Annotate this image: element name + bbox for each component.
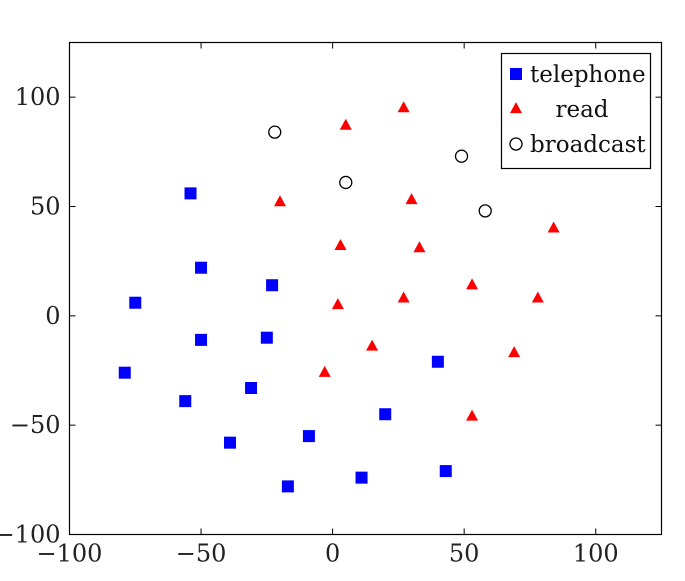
telephone-point (439, 465, 452, 478)
legend-label-broadcast: broadcast (530, 132, 646, 158)
read-point (366, 339, 379, 351)
read-point (508, 346, 521, 358)
y-tick-label: −100 (0, 521, 61, 549)
read-point (318, 365, 331, 377)
plot-area: −100 −50 0 50 100 −100 −50 0 50 100 (0, 41, 663, 568)
read-point (273, 195, 286, 207)
telephone-point (223, 436, 236, 449)
data-points (118, 101, 560, 493)
read-point (405, 193, 418, 205)
y-tick-label: 0 (45, 302, 60, 330)
x-tick-label: −100 (37, 540, 103, 568)
read-point (466, 409, 479, 421)
telephone-point (266, 279, 279, 292)
read-point (339, 118, 352, 130)
legend-marker-read (510, 102, 522, 114)
series-telephone (118, 187, 452, 493)
x-tick-label: −50 (176, 540, 227, 568)
legend: telephone read broadcast (500, 52, 652, 170)
legend-item-broadcast: broadcast (509, 132, 646, 158)
legend-label-read: read (555, 97, 608, 123)
read-point (331, 298, 344, 310)
telephone-point (355, 471, 368, 484)
telephone-point (129, 296, 142, 309)
y-tick-label: 100 (15, 83, 61, 111)
telephone-point (179, 395, 192, 408)
telephone-point (281, 480, 294, 493)
read-point (547, 221, 560, 233)
read-point (466, 278, 479, 290)
telephone-point (431, 355, 444, 368)
broadcast-point (478, 204, 492, 218)
broadcast-point (268, 125, 282, 139)
y-tick-label: −50 (10, 411, 61, 439)
series-read (273, 101, 560, 421)
legend-marker-broadcast (509, 137, 523, 151)
telephone-point (245, 381, 258, 394)
read-point (397, 291, 410, 303)
read-point (334, 239, 347, 251)
y-tick-label: 50 (30, 193, 61, 221)
broadcast-point (454, 149, 469, 163)
telephone-point (118, 366, 131, 379)
telephone-point (195, 333, 208, 346)
telephone-point (195, 261, 208, 274)
legend-box (500, 52, 652, 170)
read-point (531, 291, 544, 303)
legend-label-telephone: telephone (530, 62, 646, 88)
x-tick-label: 50 (449, 540, 480, 568)
legend-entries: telephone read broadcast (509, 62, 646, 158)
broadcast-point (339, 175, 353, 190)
legend-item-telephone: telephone (510, 62, 646, 88)
axis-tick-labels: −100 −50 0 50 100 −100 −50 0 50 100 (0, 83, 619, 567)
telephone-point (379, 408, 392, 421)
axis-ticks (69, 42, 662, 535)
x-tick-label: 100 (573, 540, 619, 568)
read-point (413, 241, 426, 253)
x-tick-label: 0 (325, 540, 340, 568)
read-point (397, 101, 410, 113)
telephone-point (260, 331, 273, 344)
legend-marker-telephone (510, 68, 522, 80)
legend-item-read: read (510, 97, 609, 123)
series-broadcast (268, 125, 492, 218)
plot-frame (68, 41, 663, 536)
telephone-point (184, 187, 197, 200)
telephone-point (302, 430, 315, 443)
